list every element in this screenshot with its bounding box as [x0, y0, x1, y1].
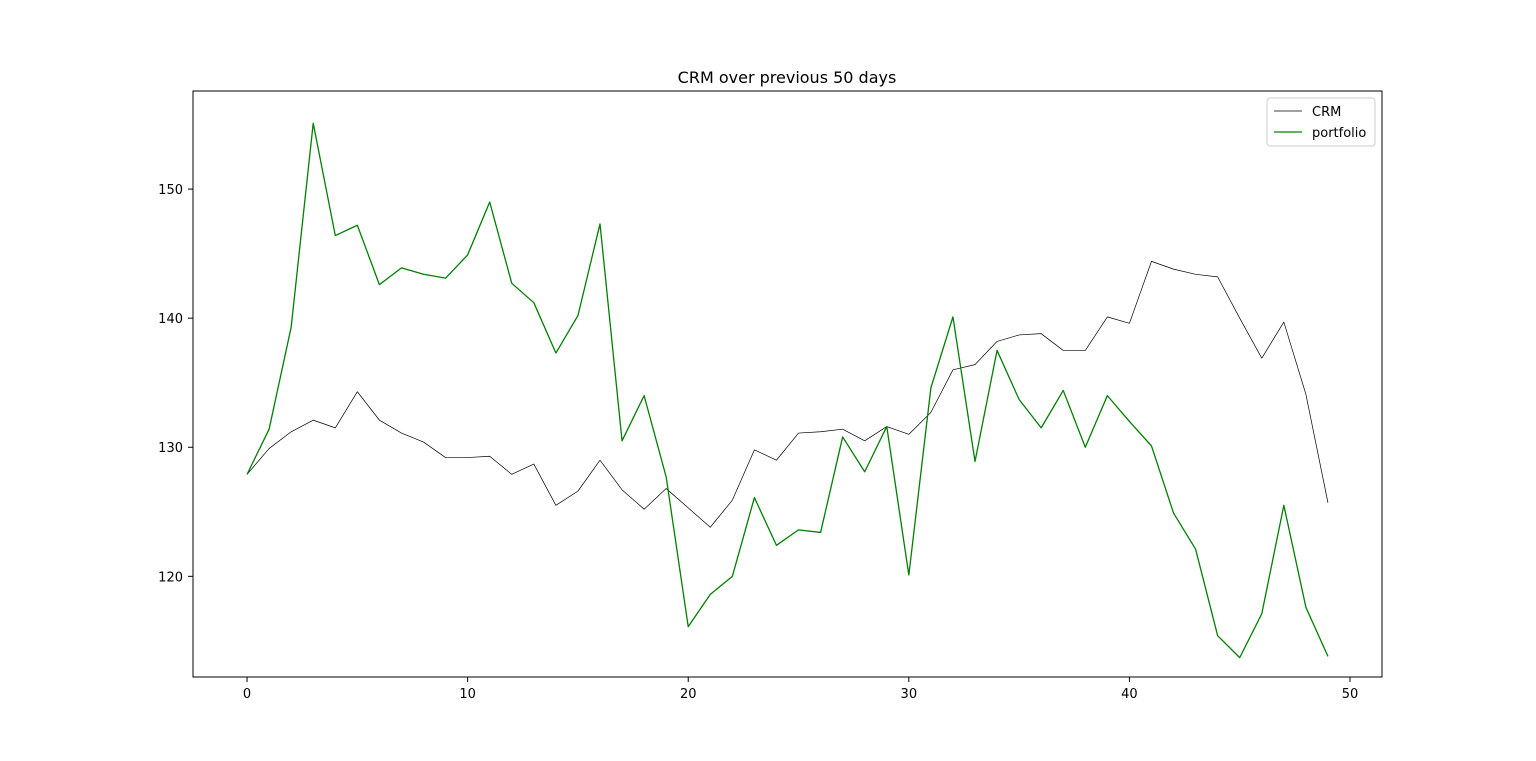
y-tick-label: 130 — [158, 441, 183, 456]
plot-lines — [246, 122, 1329, 659]
legend-label-portfolio: portfolio — [1312, 126, 1366, 141]
x-tick-label: 10 — [459, 687, 476, 702]
y-tick-label: 150 — [158, 183, 183, 198]
plot-area-frame — [192, 90, 1383, 678]
chart-title: CRM over previous 50 days — [678, 68, 897, 87]
series-line-portfolio — [246, 122, 1329, 659]
x-tick-label: 40 — [1121, 687, 1138, 702]
x-axis: 0 10 20 30 40 50 — [243, 677, 1358, 702]
series-line-crm — [246, 261, 1329, 528]
x-tick-label: 20 — [680, 687, 697, 702]
x-tick-label: 0 — [243, 687, 251, 702]
legend-box — [1266, 97, 1376, 147]
legend-label-crm: CRM — [1312, 105, 1341, 120]
legend: CRM portfolio — [1266, 97, 1376, 147]
x-tick-label: 30 — [901, 687, 918, 702]
y-axis: 120 130 140 150 — [158, 183, 193, 585]
y-tick-label: 120 — [158, 570, 183, 585]
x-tick-label: 50 — [1342, 687, 1359, 702]
y-tick-label: 140 — [158, 312, 183, 327]
